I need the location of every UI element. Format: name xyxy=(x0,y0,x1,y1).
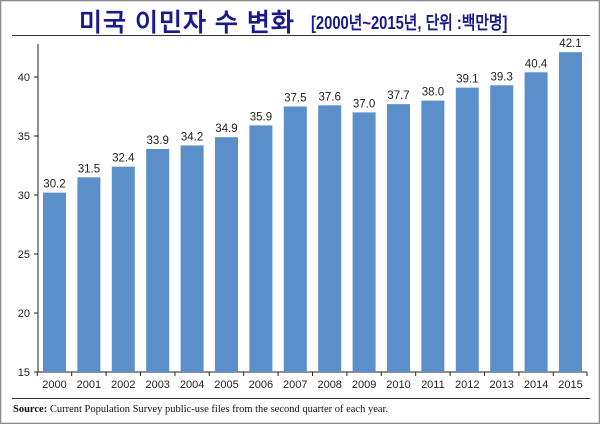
bar-2005 xyxy=(215,137,238,372)
x-tick-label: 2001 xyxy=(77,379,101,391)
x-tick-label: 2006 xyxy=(249,379,273,391)
data-label: 32.4 xyxy=(112,153,135,165)
x-tick-label: 2004 xyxy=(180,379,204,391)
bar-2014 xyxy=(524,72,548,372)
y-tick-label: 20 xyxy=(18,308,30,320)
bar-2012 xyxy=(455,87,479,373)
source-text: Current Population Survey public-use fil… xyxy=(49,404,389,415)
data-label: 31.5 xyxy=(78,163,100,175)
data-label: 30.2 xyxy=(43,179,65,191)
x-tick-label: 2009 xyxy=(352,379,376,391)
y-tick-label: 35 xyxy=(18,131,30,143)
bar-2002 xyxy=(111,166,135,372)
data-label: 42.1 xyxy=(559,38,581,50)
data-label: 37.7 xyxy=(387,90,409,102)
chart-subtitle: [2000년~2015년, 단위 :백만명] xyxy=(311,13,508,33)
x-tick-label: 2008 xyxy=(317,379,341,391)
bar-2006 xyxy=(249,125,273,372)
bar-2011 xyxy=(421,100,445,372)
y-tick-label: 25 xyxy=(18,249,30,261)
x-tick-label: 2015 xyxy=(558,379,582,391)
x-tick-label: 2000 xyxy=(42,379,66,391)
bar-2007 xyxy=(283,106,307,372)
data-label: 33.9 xyxy=(147,135,169,147)
y-tick-label: 15 xyxy=(18,367,30,379)
data-label: 39.3 xyxy=(491,71,513,83)
data-label: 34.9 xyxy=(215,123,237,135)
data-label: 34.2 xyxy=(181,131,203,143)
x-tick-label: 2012 xyxy=(455,379,479,391)
x-tick-label: 2007 xyxy=(283,379,307,391)
data-label: 37.5 xyxy=(284,93,306,105)
bar-2003 xyxy=(146,148,170,372)
y-tick-label: 40 xyxy=(18,72,30,84)
x-tick-label: 2005 xyxy=(214,379,238,391)
bar-2001 xyxy=(77,177,101,372)
x-tick-label: 2003 xyxy=(145,379,169,391)
bar-2009 xyxy=(352,112,376,373)
data-label: 37.6 xyxy=(319,91,341,103)
data-label: 35.9 xyxy=(250,111,272,123)
data-label: 38.0 xyxy=(422,87,444,99)
x-tick-label: 2011 xyxy=(421,379,445,391)
source-divider xyxy=(12,398,590,399)
x-tick-label: 2010 xyxy=(386,379,410,391)
x-tick-label: 2014 xyxy=(524,379,548,391)
bar-2000 xyxy=(43,192,66,372)
data-label: 39.1 xyxy=(456,74,478,86)
x-tick-label: 2013 xyxy=(489,379,513,391)
data-label: 37.0 xyxy=(353,98,375,110)
bar-2008 xyxy=(318,105,342,372)
chart-title: 미국 이민자 수 변화 xyxy=(79,9,295,37)
source-label: Source: xyxy=(13,404,48,415)
x-tick-label: 2002 xyxy=(111,379,135,391)
bar-2015 xyxy=(559,52,582,372)
bar-2010 xyxy=(387,104,410,372)
bar-2004 xyxy=(180,145,204,372)
data-label: 40.4 xyxy=(525,58,548,70)
source-note: Source: Current Population Survey public… xyxy=(13,404,388,415)
title-divider xyxy=(12,35,590,36)
bar-2013 xyxy=(490,85,514,372)
y-tick-label: 30 xyxy=(18,190,30,202)
